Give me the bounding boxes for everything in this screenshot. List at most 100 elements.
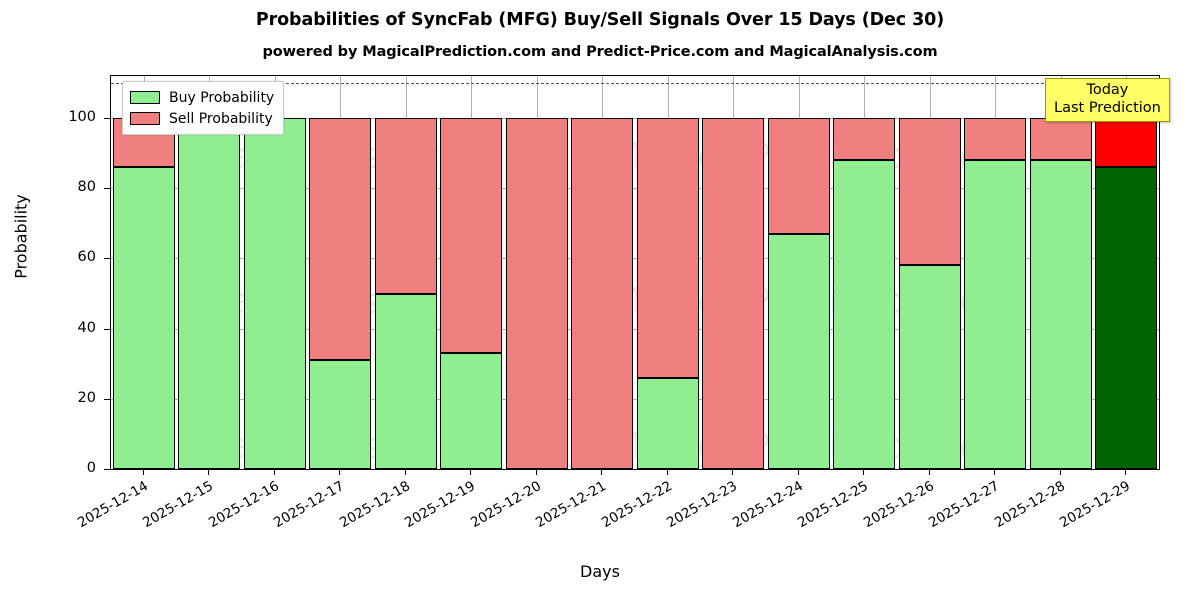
bar-group[interactable] — [702, 76, 765, 469]
x-tick-mark — [470, 470, 471, 475]
x-tick-label: 2025-12-23 — [664, 478, 741, 532]
bar-group[interactable] — [571, 76, 634, 469]
bar-segment-sell[interactable] — [833, 118, 896, 161]
bar-segment-sell[interactable] — [767, 118, 830, 234]
bar-segment-sell[interactable] — [309, 118, 372, 361]
x-tick-label: 2025-12-26 — [860, 478, 937, 532]
bar-group[interactable] — [964, 76, 1027, 469]
y-tick-label: 100 — [68, 109, 96, 126]
y-tick-mark — [104, 398, 110, 400]
bar-group[interactable] — [178, 76, 241, 469]
bar-segment-buy[interactable] — [178, 118, 241, 469]
x-tick-label: 2025-12-20 — [467, 478, 544, 532]
bar-group[interactable] — [440, 76, 503, 469]
bar-segment-buy[interactable] — [767, 233, 830, 469]
y-tick-mark — [104, 188, 110, 190]
x-tick-mark — [1125, 470, 1126, 475]
y-axis-label: Probability — [11, 194, 31, 279]
bar-segment-sell[interactable] — [440, 118, 503, 354]
bar-segment-buy[interactable] — [309, 360, 372, 469]
legend: Buy Probability Sell Probability — [122, 81, 285, 135]
bar-segment-buy[interactable] — [898, 265, 961, 469]
x-tick-mark — [863, 470, 864, 475]
bar-segment-buy[interactable] — [243, 118, 306, 469]
x-axis-label: Days — [580, 562, 620, 581]
bar-group[interactable] — [243, 76, 306, 469]
gridline-horizontal — [111, 188, 1159, 190]
legend-item-buy: Buy Probability — [130, 87, 274, 108]
bar-segment-sell[interactable] — [964, 118, 1027, 161]
y-tick-label: 40 — [77, 319, 96, 336]
bar-segment-buy[interactable] — [374, 293, 437, 469]
x-tick-label: 2025-12-22 — [598, 478, 675, 532]
today-annotation-line1: Today — [1086, 82, 1129, 98]
x-tick-label: 2025-12-17 — [271, 478, 348, 532]
x-tick-mark — [929, 470, 930, 475]
x-tick-mark — [536, 470, 537, 475]
reference-line — [111, 83, 1159, 85]
bar-segment-buy[interactable] — [833, 160, 896, 469]
bar-segment-sell[interactable] — [636, 118, 699, 378]
legend-label-sell: Sell Probability — [169, 110, 273, 127]
bar-segment-sell[interactable] — [1029, 118, 1092, 161]
y-tick-label: 60 — [77, 249, 96, 266]
x-tick-mark — [339, 470, 340, 475]
x-tick-label: 2025-12-24 — [729, 478, 806, 532]
bar-segment-sell[interactable] — [1095, 118, 1158, 168]
x-tick-mark — [405, 470, 406, 475]
gridline-horizontal — [111, 118, 1159, 120]
bar-group[interactable] — [112, 76, 175, 469]
bar-segment-sell[interactable] — [571, 118, 634, 469]
legend-item-sell: Sell Probability — [130, 108, 274, 129]
y-tick-label: 80 — [77, 179, 96, 196]
bar-group[interactable] — [1029, 76, 1092, 469]
x-tick-mark — [667, 470, 668, 475]
x-tick-label: 2025-12-21 — [533, 478, 610, 532]
bar-group[interactable] — [636, 76, 699, 469]
bar-segment-buy[interactable] — [1095, 167, 1158, 469]
x-tick-mark — [143, 470, 144, 475]
bar-group[interactable] — [505, 76, 568, 469]
x-tick-mark — [601, 470, 602, 475]
y-axis: 0 20 40 60 80 100 — [0, 75, 1200, 476]
legend-swatch-sell — [130, 112, 160, 125]
bar-group[interactable] — [767, 76, 830, 469]
y-tick-mark — [104, 469, 110, 470]
y-tick-label: 20 — [77, 389, 96, 406]
x-tick-mark — [994, 470, 995, 475]
bar-segment-sell[interactable] — [702, 118, 765, 469]
bar-segment-buy[interactable] — [1029, 160, 1092, 469]
bar-group[interactable] — [833, 76, 896, 469]
x-tick-mark — [208, 470, 209, 475]
legend-swatch-buy — [130, 91, 160, 104]
x-tick-label: 2025-12-16 — [205, 478, 282, 532]
bar-segment-sell[interactable] — [898, 118, 961, 266]
bar-group[interactable] — [309, 76, 372, 469]
x-tick-label: 2025-12-15 — [140, 478, 217, 532]
gridline-horizontal — [111, 258, 1159, 260]
x-tick-mark — [798, 470, 799, 475]
bar-segment-sell[interactable] — [505, 118, 568, 469]
y-tick-mark — [104, 328, 110, 330]
gridline-horizontal — [111, 328, 1159, 330]
today-annotation: Today Last Prediction — [1045, 78, 1170, 123]
x-tick-label: 2025-12-18 — [336, 478, 413, 532]
bar-segment-buy[interactable] — [636, 377, 699, 469]
x-tick-mark — [274, 470, 275, 475]
bar-group[interactable] — [374, 76, 437, 469]
bar-segment-buy[interactable] — [112, 167, 175, 469]
chart-subtitle: powered by MagicalPrediction.com and Pre… — [262, 44, 938, 60]
legend-label-buy: Buy Probability — [169, 89, 275, 106]
x-tick-label: 2025-12-19 — [402, 478, 479, 532]
bar-segment-sell[interactable] — [374, 118, 437, 294]
bar-group[interactable] — [1095, 76, 1158, 469]
bar-segment-buy[interactable] — [964, 160, 1027, 469]
x-tick-label: 2025-12-14 — [74, 478, 151, 532]
x-tick-label: 2025-12-29 — [1057, 478, 1134, 532]
x-tick-label: 2025-12-28 — [991, 478, 1068, 532]
x-tick-mark — [732, 470, 733, 475]
bar-group[interactable] — [898, 76, 961, 469]
bars-layer — [111, 76, 1159, 469]
bar-segment-buy[interactable] — [440, 353, 503, 469]
